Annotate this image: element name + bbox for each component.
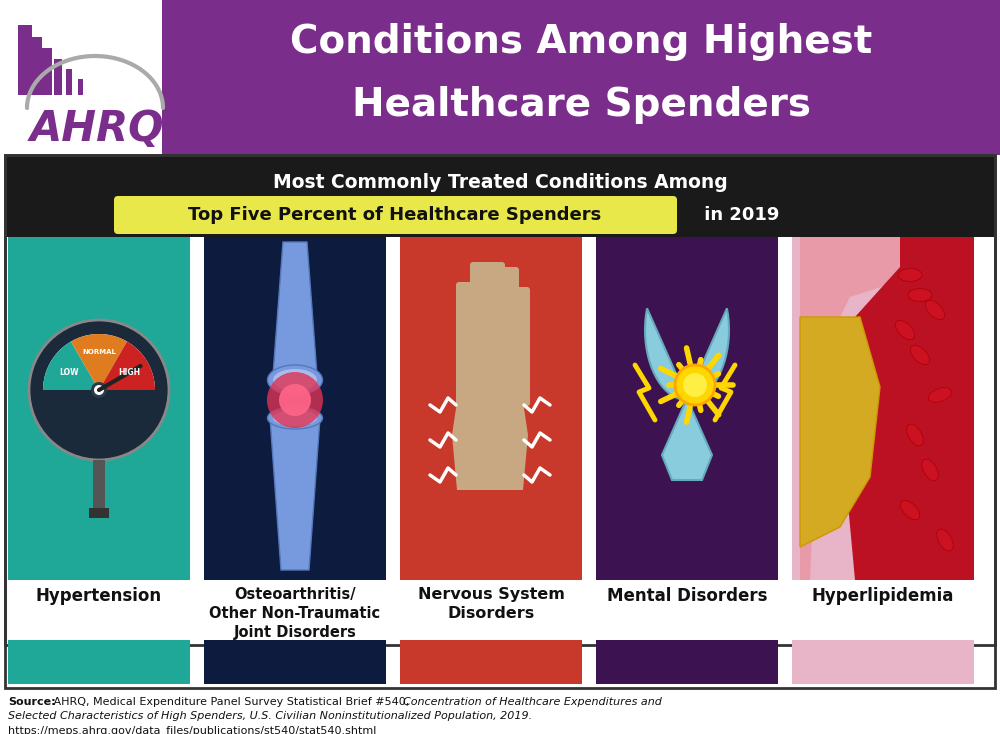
Text: Top Five Percent of Healthcare Spenders: Top Five Percent of Healthcare Spenders [188,206,602,224]
Circle shape [267,372,323,428]
Ellipse shape [898,269,922,282]
FancyBboxPatch shape [484,262,505,406]
Text: HIGH: HIGH [118,368,140,377]
FancyBboxPatch shape [470,262,491,406]
Bar [93,460,105,515]
Bar [792,237,974,580]
Circle shape [683,373,707,397]
Bar [400,640,582,684]
FancyBboxPatch shape [511,287,530,406]
Circle shape [29,320,169,460]
Text: in 2019: in 2019 [698,206,779,224]
Text: Hypertension: Hypertension [36,587,162,605]
Circle shape [675,365,715,405]
Ellipse shape [927,299,943,321]
Bar [42,48,52,95]
Bar [8,237,190,580]
Bar [78,79,83,95]
Text: AHRQ: AHRQ [30,108,164,150]
Wedge shape [43,334,155,390]
Bar [5,155,995,237]
Text: Mental Disorders: Mental Disorders [607,587,767,605]
Text: Selected Characteristics of High Spenders, U.S. Civilian Noninstitutionalized Po: Selected Characteristics of High Spender… [8,711,532,721]
Bar [30,37,42,95]
Text: Hyperlipidemia: Hyperlipidemia [812,587,954,605]
Text: Healthcare Spenders: Healthcare Spenders [352,86,810,124]
Circle shape [91,382,107,398]
Bar [400,237,582,580]
Bar [5,155,995,645]
Wedge shape [71,334,127,390]
Bar [162,0,1000,155]
Bar [596,237,778,580]
Circle shape [279,384,311,416]
Polygon shape [273,242,317,375]
Ellipse shape [273,410,317,426]
Polygon shape [645,308,729,480]
Text: Osteoarthritis/
Other Non-Traumatic
Joint Disorders: Osteoarthritis/ Other Non-Traumatic Join… [209,587,381,640]
Text: Conditions Among Highest: Conditions Among Highest [290,23,872,61]
Ellipse shape [268,365,322,395]
Ellipse shape [912,344,928,366]
Ellipse shape [930,385,950,404]
Polygon shape [820,237,974,580]
Bar [792,237,974,580]
Circle shape [94,385,104,395]
Ellipse shape [909,288,931,302]
Bar [596,640,778,684]
Bar [204,640,386,684]
Polygon shape [800,317,880,547]
Text: Source:: Source: [8,697,56,707]
Polygon shape [270,418,320,570]
Bar [8,640,190,684]
FancyBboxPatch shape [114,196,677,234]
Bar [792,640,974,684]
Bar [0,0,165,155]
Text: Most Commonly Treated Conditions Among: Most Commonly Treated Conditions Among [273,173,727,192]
FancyBboxPatch shape [498,267,519,406]
Bar [204,237,386,580]
Text: NORMAL: NORMAL [82,349,116,355]
Ellipse shape [905,425,925,445]
Text: AHRQ, Medical Expenditure Panel Survey Statistical Brief #540,: AHRQ, Medical Expenditure Panel Survey S… [50,697,413,707]
Bar [5,155,995,688]
Ellipse shape [899,503,921,517]
Text: Nervous System
Disorders: Nervous System Disorders [418,587,564,621]
Wedge shape [99,341,155,390]
Ellipse shape [937,529,953,551]
Ellipse shape [894,323,916,338]
Bar [89,508,109,518]
Bar [54,59,62,95]
Ellipse shape [268,407,322,429]
Bar [66,69,72,95]
Wedge shape [43,341,99,390]
Text: LOW: LOW [59,368,79,377]
Text: https://meps.ahrq.gov/data_files/publications/st540/stat540.shtml: https://meps.ahrq.gov/data_files/publica… [8,725,376,734]
Ellipse shape [919,462,941,477]
Bar [18,25,32,95]
Polygon shape [452,395,528,490]
Text: Concentration of Healthcare Expenditures and: Concentration of Healthcare Expenditures… [403,697,662,707]
Polygon shape [800,237,974,580]
Ellipse shape [273,369,317,391]
FancyBboxPatch shape [456,282,476,406]
